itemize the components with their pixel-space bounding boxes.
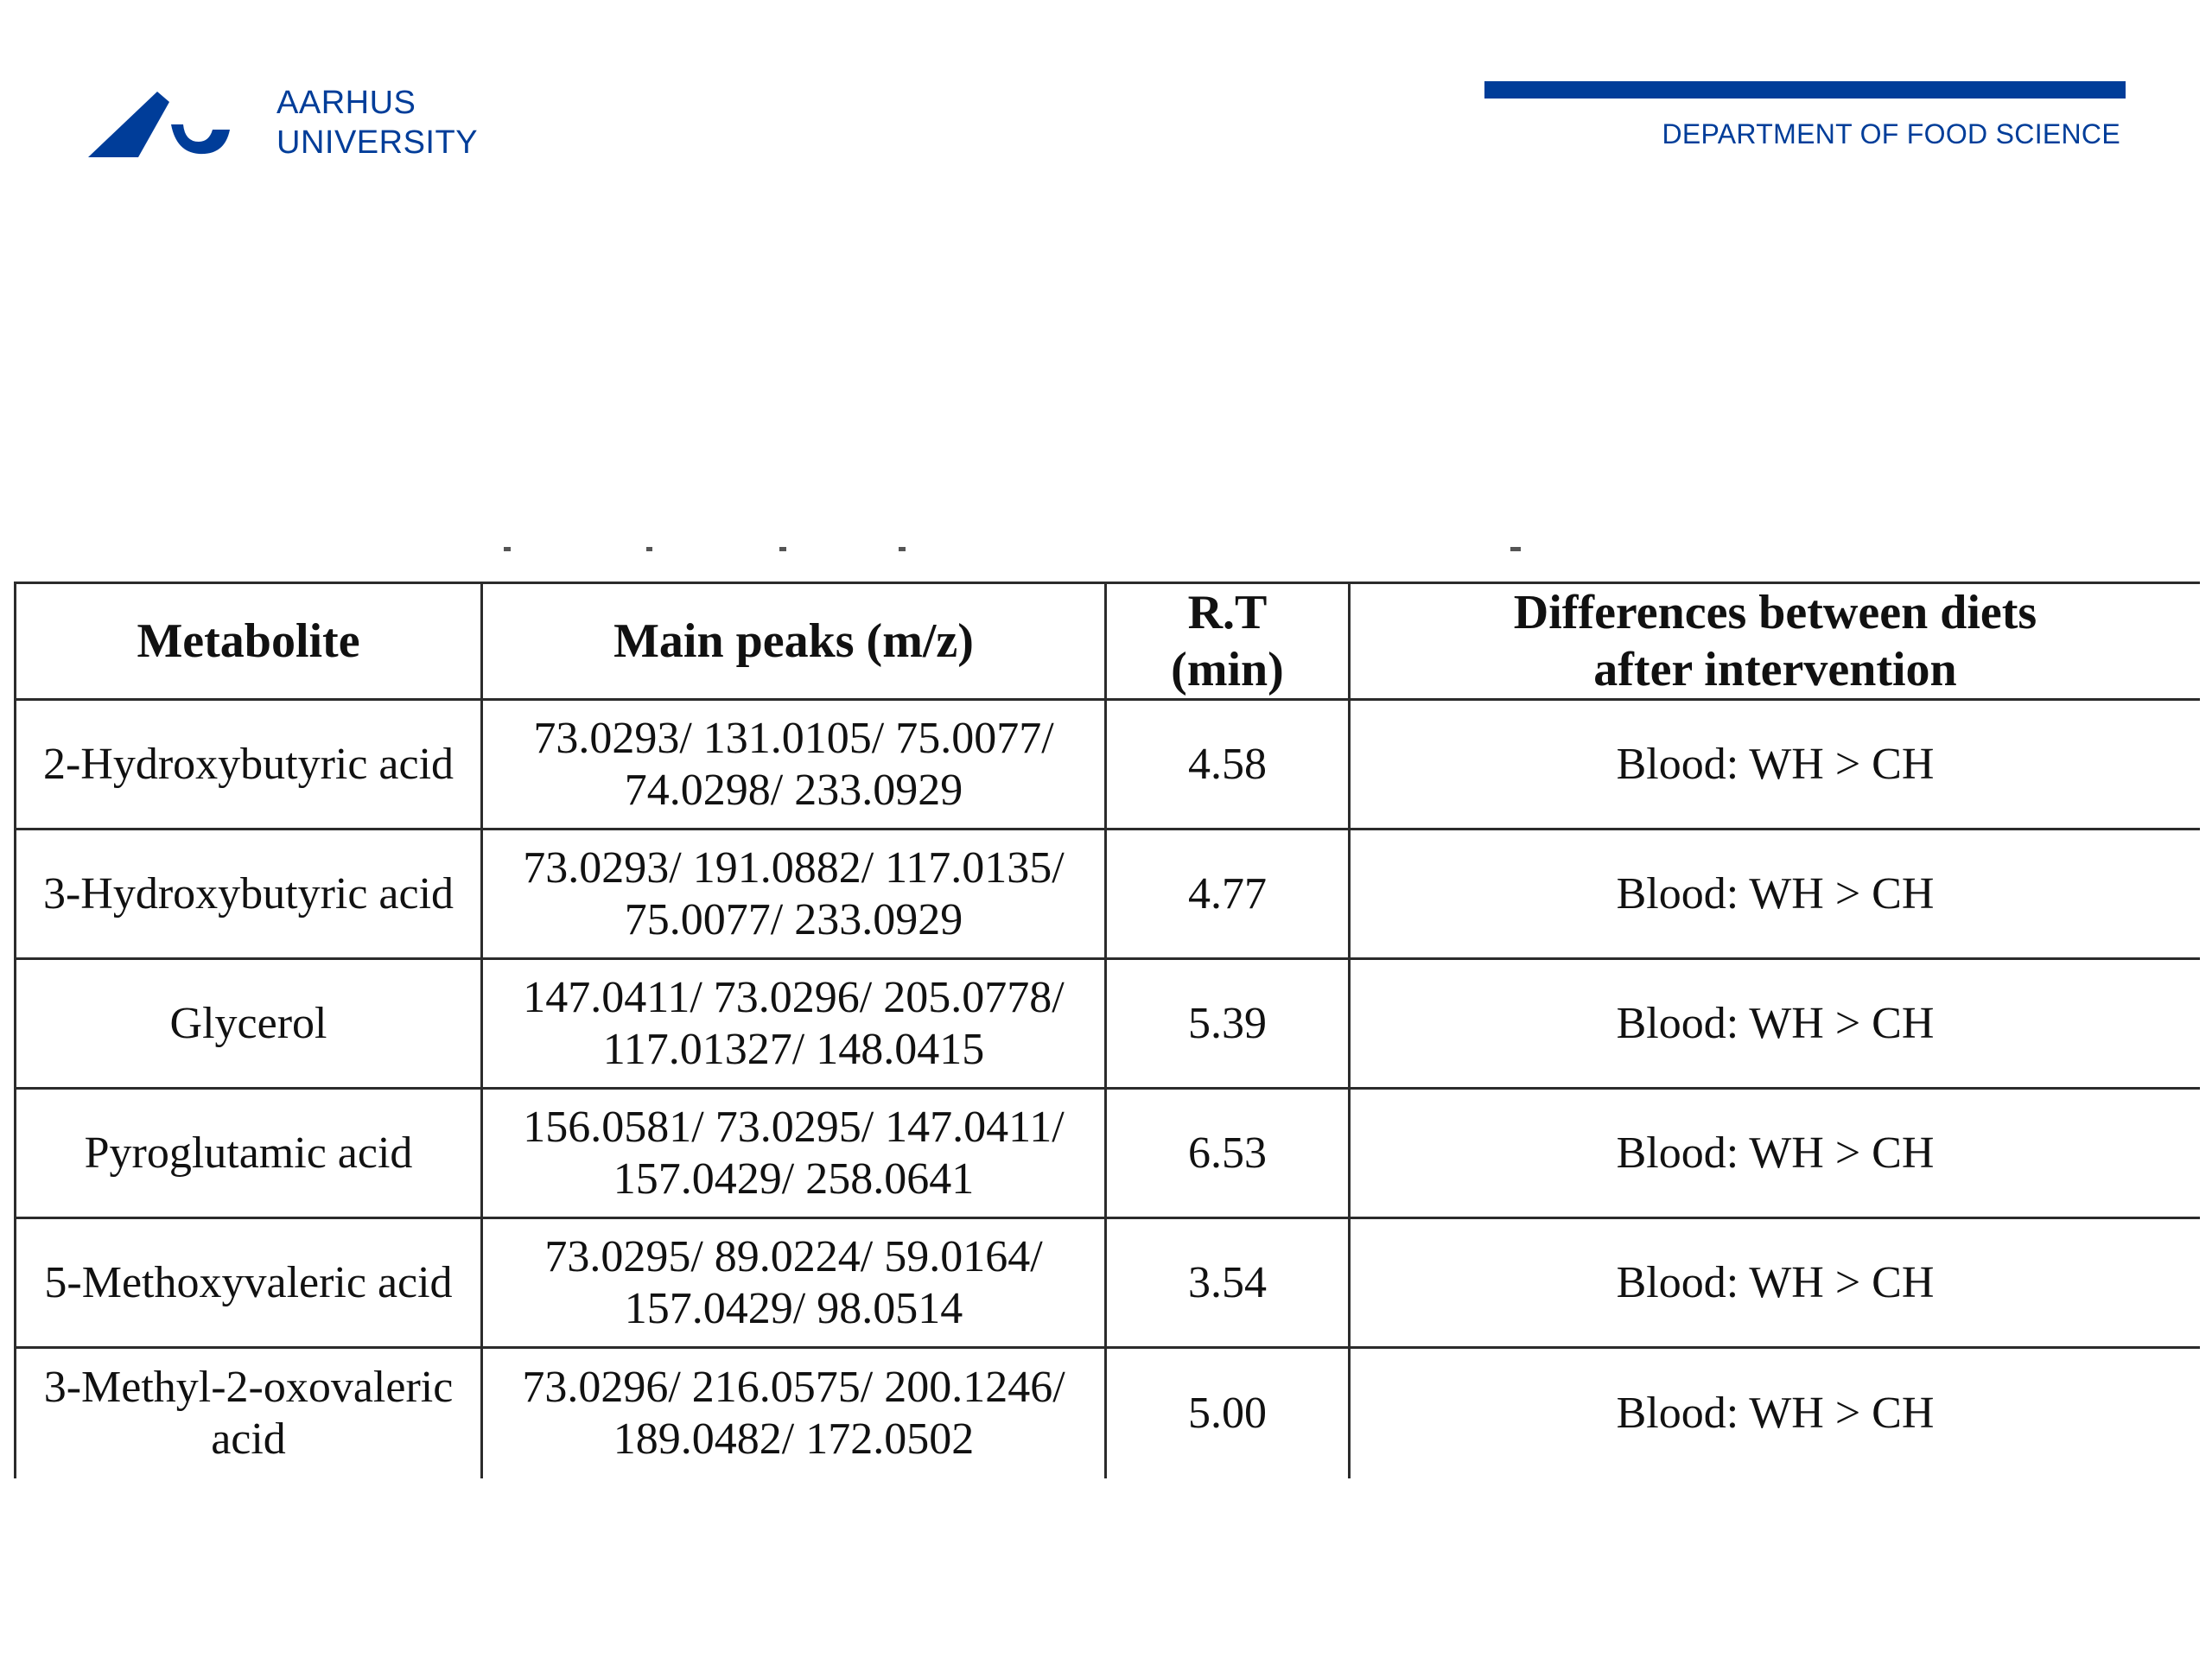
peaks-line1: 156.0581/ 73.0295/ 147.0411/	[523, 1102, 1065, 1152]
cell-peaks: 73.0293/ 131.0105/ 75.0077/74.0298/ 233.…	[480, 698, 1107, 830]
header-diff-line1: Differences between diets	[1513, 586, 2037, 639]
table-header-row: Metabolite Main peaks (m/z) R.T (min) Di…	[14, 582, 2200, 701]
cell-metabolite: 3-Hydroxybutyric acid	[14, 828, 483, 960]
cell-peaks: 73.0293/ 191.0882/ 117.0135/75.0077/ 233…	[480, 828, 1107, 960]
department-accent-bar	[1484, 81, 2126, 99]
header-metabolite: Metabolite	[14, 582, 483, 701]
logo-wordmark: AARHUS UNIVERSITY	[276, 83, 478, 162]
metabolite-line2: acid	[211, 1414, 286, 1464]
metabolite-line1: 3-Hydroxybutyric acid	[42, 868, 454, 918]
table-row: 3-Hydroxybutyric acid 73.0293/ 191.0882/…	[14, 828, 2200, 960]
header-main-peaks: Main peaks (m/z)	[480, 582, 1107, 701]
cell-rt: 5.39	[1104, 957, 1351, 1090]
metabolite-line1: Glycerol	[169, 998, 327, 1048]
logo-line-aarhus: AARHUS	[276, 85, 416, 121]
header-rt-line2: (min)	[1171, 643, 1284, 696]
metabolite-line1: 5-Methoxyvaleric acid	[44, 1257, 453, 1307]
cell-difference: Blood: WH > CH	[1348, 1346, 2200, 1478]
cell-rt: 4.77	[1104, 828, 1351, 960]
aarhus-university-wave-logo-icon	[88, 92, 230, 157]
metabolite-line1: 3-Methyl-2-oxovaleric	[43, 1363, 454, 1412]
table-row: 5-Methoxyvaleric acid 73.0295/ 89.0224/ …	[14, 1217, 2200, 1349]
cell-difference: Blood: WH > CH	[1348, 1087, 2200, 1219]
peaks-line2: 75.0077/ 233.0929	[624, 894, 963, 944]
cell-metabolite: 5-Methoxyvaleric acid	[14, 1217, 483, 1349]
metabolite-line1: 2-Hydroxybutyric acid	[42, 739, 454, 789]
cell-peaks: 147.0411/ 73.0296/ 205.0778/117.01327/ 1…	[480, 957, 1107, 1090]
university-logo: AARHUS UNIVERSITY	[86, 83, 478, 162]
cell-peaks: 73.0296/ 216.0575/ 200.1246/189.0482/ 17…	[480, 1346, 1107, 1478]
peaks-line2: 74.0298/ 233.0929	[624, 765, 963, 815]
peaks-line2: 117.01327/ 148.0415	[602, 1024, 985, 1074]
cell-metabolite: 3-Methyl-2-oxovaleric acid	[14, 1346, 483, 1478]
peaks-line2: 189.0482/ 172.0502	[613, 1414, 975, 1464]
cell-rt: 4.58	[1104, 698, 1351, 830]
peaks-line1: 73.0295/ 89.0224/ 59.0164/	[544, 1231, 1043, 1281]
header-retention-time: R.T (min)	[1104, 582, 1351, 701]
caption-remnant	[504, 547, 511, 551]
caption-remnant	[779, 547, 786, 551]
metabolite-table: Metabolite Main peaks (m/z) R.T (min) Di…	[14, 582, 2200, 1478]
header-diff-line2: after intervention	[1593, 643, 1957, 696]
cell-difference: Blood: WH > CH	[1348, 828, 2200, 960]
table-row: Glycerol 147.0411/ 73.0296/ 205.0778/117…	[14, 957, 2200, 1090]
header-rt-line1: R.T	[1187, 586, 1268, 639]
cell-metabolite: Pyroglutamic acid	[14, 1087, 483, 1219]
caption-remnant	[1510, 547, 1521, 551]
cell-metabolite: Glycerol	[14, 957, 483, 1090]
peaks-line1: 73.0293/ 191.0882/ 117.0135/	[523, 842, 1065, 893]
table-row: Pyroglutamic acid 156.0581/ 73.0295/ 147…	[14, 1087, 2200, 1219]
cell-difference: Blood: WH > CH	[1348, 957, 2200, 1090]
cell-rt: 5.00	[1104, 1346, 1351, 1478]
cell-difference: Blood: WH > CH	[1348, 698, 2200, 830]
metabolite-table-container: Metabolite Main peaks (m/z) R.T (min) Di…	[14, 582, 2200, 1497]
cell-rt: 6.53	[1104, 1087, 1351, 1219]
department-name: DEPARTMENT OF FOOD SCIENCE	[1662, 118, 2120, 149]
peaks-line2: 157.0429/ 258.0641	[613, 1154, 975, 1204]
cell-metabolite: 2-Hydroxybutyric acid	[14, 698, 483, 830]
caption-remnant	[646, 547, 652, 551]
logo-line-university: UNIVERSITY	[276, 124, 479, 161]
cell-difference: Blood: WH > CH	[1348, 1217, 2200, 1349]
metabolite-line1: Pyroglutamic acid	[84, 1128, 413, 1178]
caption-remnant	[899, 547, 906, 551]
cell-rt: 3.54	[1104, 1217, 1351, 1349]
cell-peaks: 156.0581/ 73.0295/ 147.0411/157.0429/ 25…	[480, 1087, 1107, 1219]
peaks-line1: 73.0296/ 216.0575/ 200.1246/	[522, 1363, 1065, 1412]
table-row: 3-Methyl-2-oxovaleric acid 73.0296/ 216.0…	[14, 1346, 2200, 1478]
table-row: 2-Hydroxybutyric acid 73.0293/ 131.0105/…	[14, 698, 2200, 830]
peaks-line1: 147.0411/ 73.0296/ 205.0778/	[523, 972, 1065, 1022]
peaks-line2: 157.0429/ 98.0514	[624, 1283, 963, 1333]
cell-peaks: 73.0295/ 89.0224/ 59.0164/157.0429/ 98.0…	[480, 1217, 1107, 1349]
peaks-line1: 73.0293/ 131.0105/ 75.0077/	[533, 713, 1054, 763]
header-differences: Differences between diets after interven…	[1348, 582, 2200, 701]
